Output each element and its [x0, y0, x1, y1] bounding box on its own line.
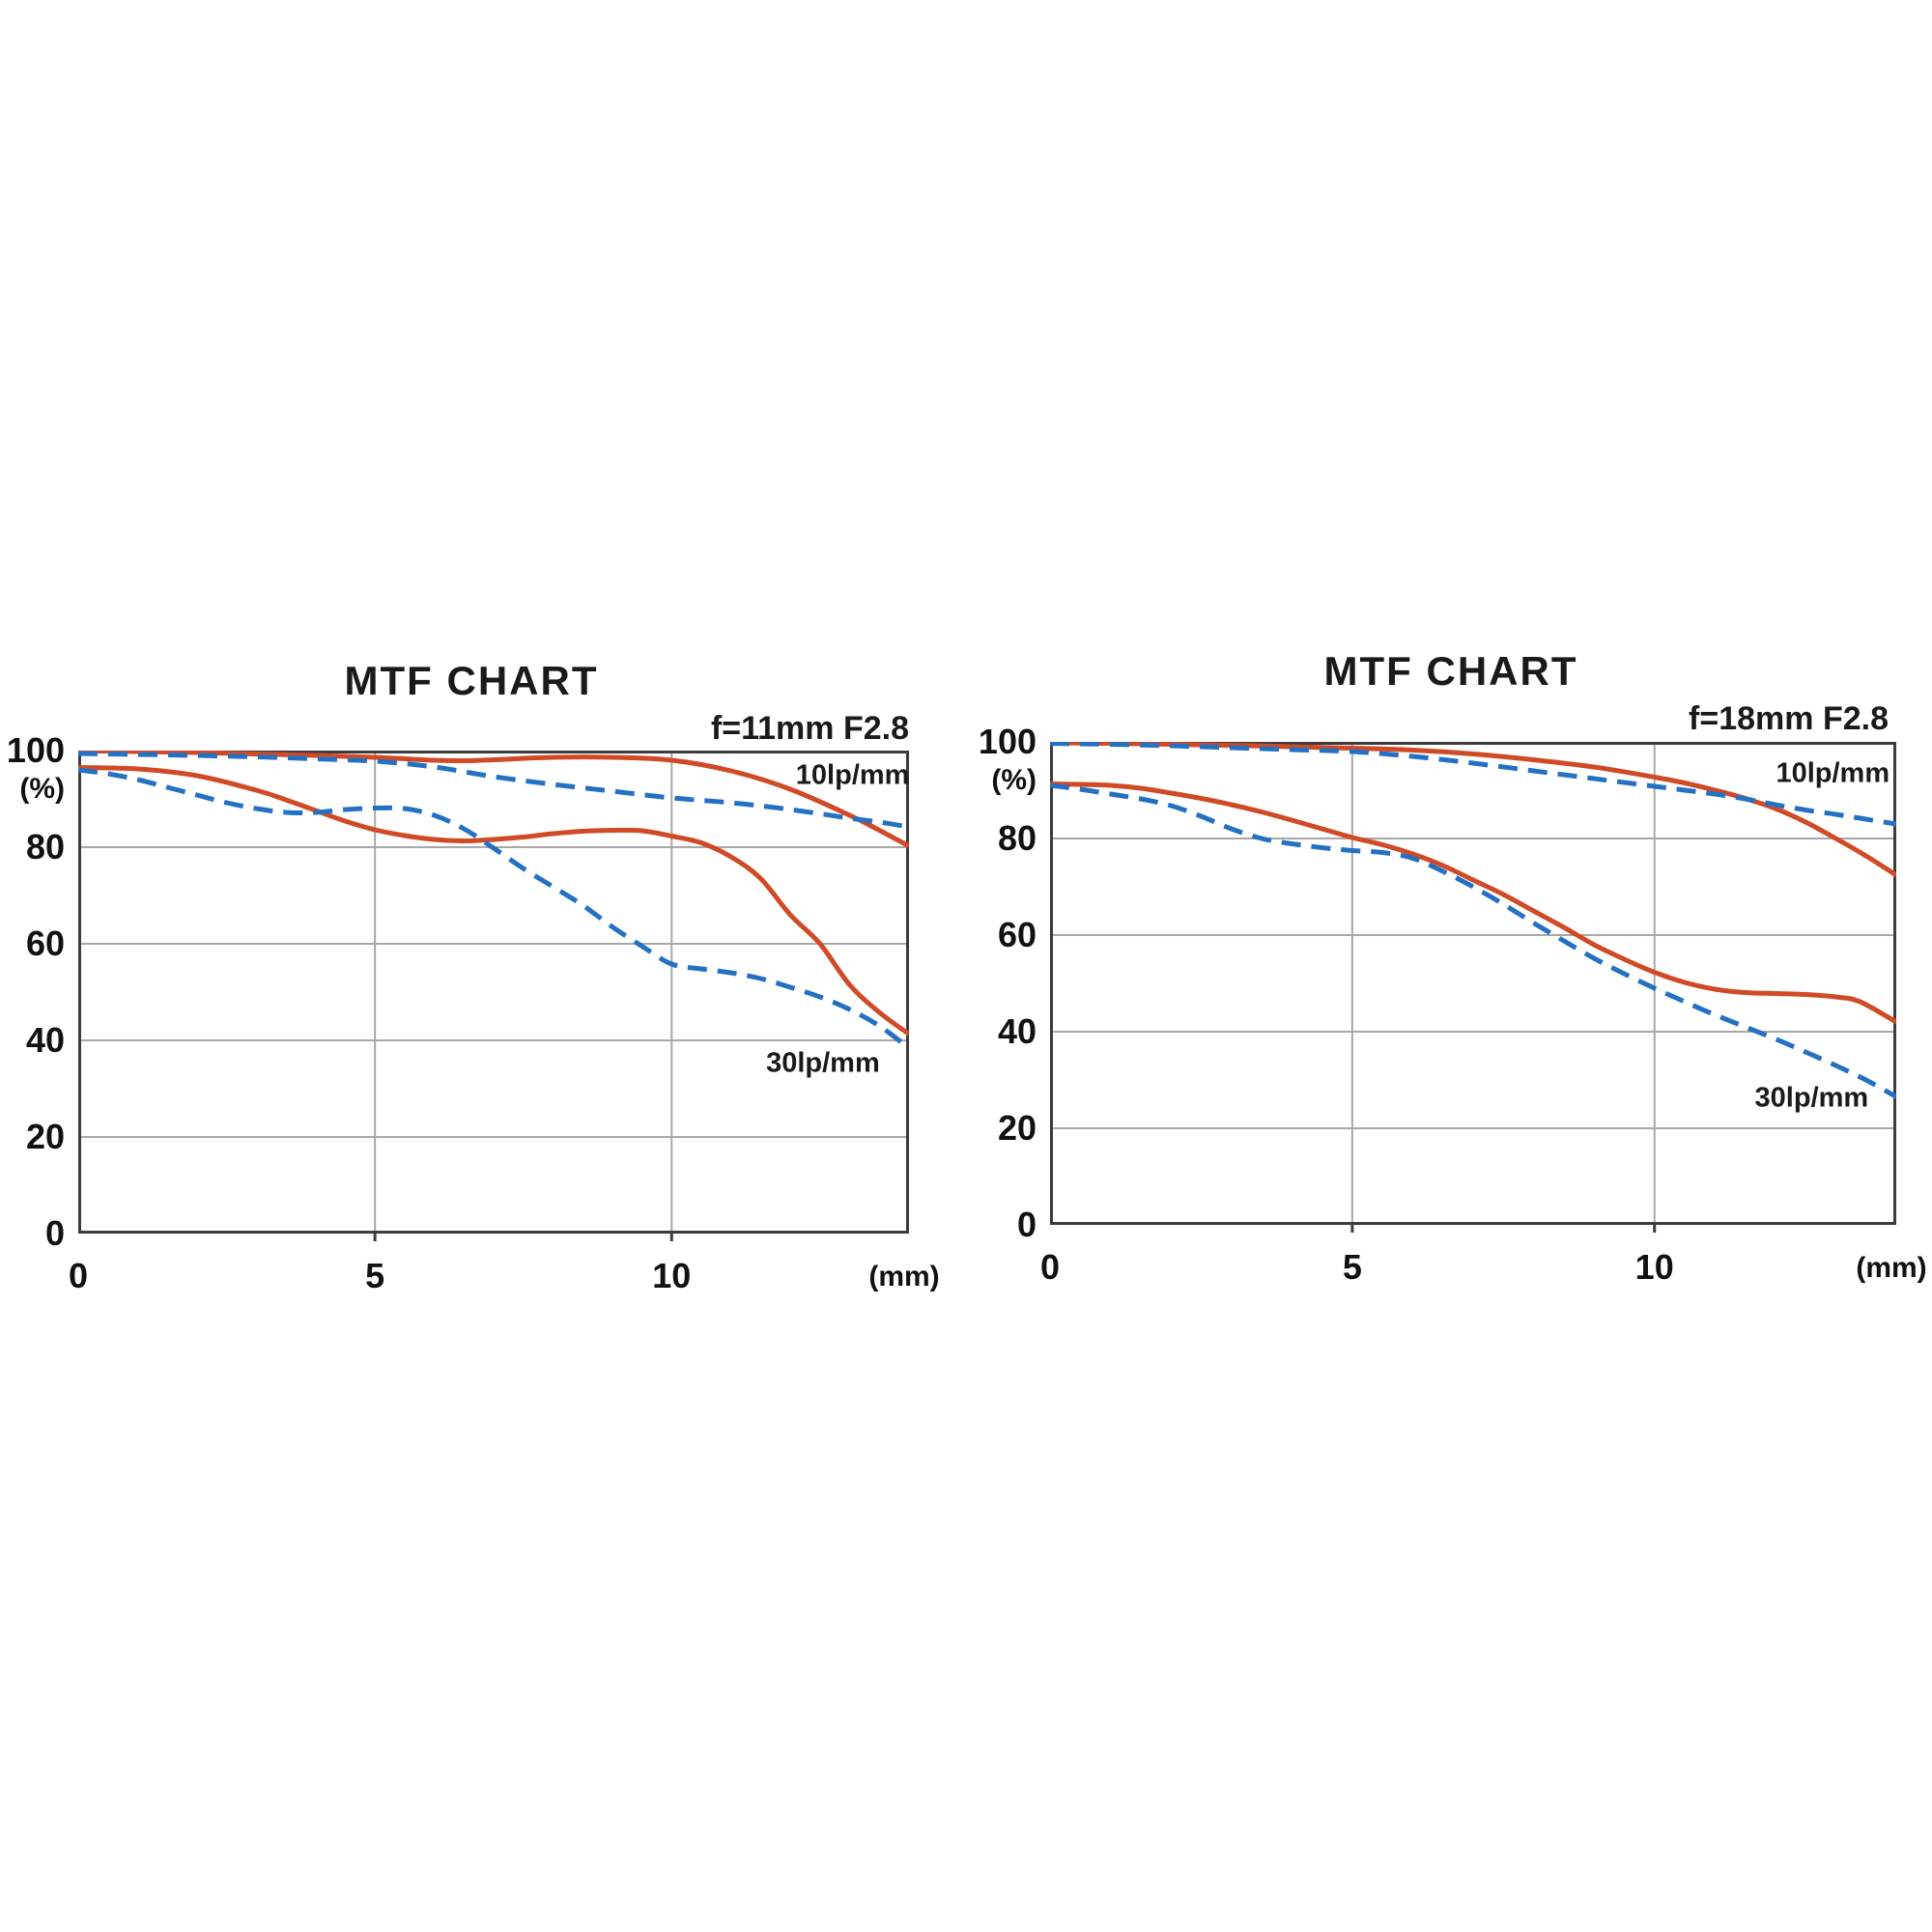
curve-30lp-mm-meridional	[1050, 782, 1896, 1099]
curve-10lp-mm-meridional	[1050, 742, 1896, 827]
y-tick-label: 60	[25, 923, 65, 963]
curve-10lp-mm-meridional	[78, 751, 909, 830]
x-tick-label: 5	[365, 1256, 385, 1295]
x-tick-label: 5	[1342, 1247, 1362, 1287]
y-tick-label: 40	[997, 1011, 1037, 1051]
chart-subtitle: f=11mm F2.8	[710, 710, 909, 747]
y-tick-label: 0	[44, 1213, 65, 1253]
y-tick-label: 80	[25, 827, 65, 867]
curve-label-30lp-mm: 30lp/mm	[766, 1047, 880, 1078]
x-tick-label: 10	[652, 1256, 692, 1295]
curve-30lp-mm-meridional	[78, 767, 909, 1051]
curve-label-30lp-mm: 30lp/mm	[1754, 1082, 1869, 1113]
x-tick-label: 0	[1039, 1247, 1061, 1287]
y-tick-label: 0	[1016, 1205, 1037, 1244]
x-tick-label: 0	[68, 1256, 89, 1295]
y-unit-label: (%)	[991, 764, 1037, 796]
y-tick-label: 20	[997, 1108, 1037, 1148]
plot-frame	[1050, 742, 1896, 1225]
plot-area	[78, 751, 909, 1241]
y-tick-label: 100	[978, 722, 1037, 761]
curve-10lp-mm-sagittal	[78, 751, 909, 849]
y-tick-label: 100	[6, 730, 65, 770]
curve-label-10lp-mm: 10lp/mm	[1776, 757, 1890, 788]
chart-title: MTF CHART	[1323, 648, 1578, 694]
chart-subtitle: f=18mm F2.8	[1689, 700, 1889, 737]
plot-frame	[78, 751, 909, 1234]
x-tick-label: 10	[1634, 1247, 1674, 1287]
y-tick-label: 80	[997, 818, 1037, 858]
y-tick-label: 40	[25, 1020, 65, 1060]
curve-30lp-mm-sagittal	[1050, 781, 1896, 1025]
x-unit-label: (mm)	[868, 1261, 940, 1293]
x-unit-label: (mm)	[1856, 1252, 1927, 1284]
y-unit-label: (%)	[19, 773, 65, 805]
plot-area	[1050, 742, 1896, 1233]
y-tick-label: 20	[25, 1117, 65, 1156]
y-tick-label: 60	[997, 915, 1037, 954]
curve-label-10lp-mm: 10lp/mm	[795, 759, 910, 791]
curve-30lp-mm-sagittal	[78, 765, 909, 1037]
chart-title: MTF CHART	[344, 658, 599, 703]
